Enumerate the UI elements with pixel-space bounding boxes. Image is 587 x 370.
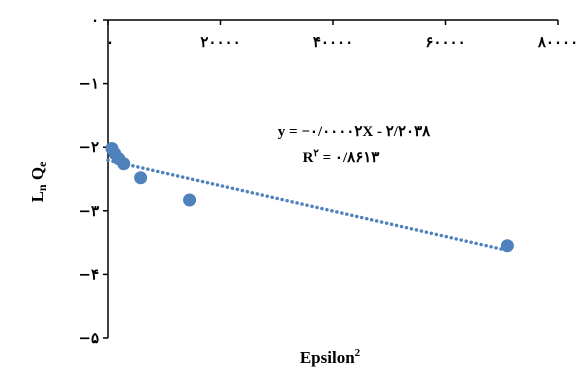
r-squared-r: R (303, 150, 314, 166)
y-axis-title: Ln Qe (28, 161, 49, 203)
axes (107, 19, 558, 338)
y-axis-title-n: n (35, 184, 49, 191)
r-squared-value: = ۰/۸۶۱۳ (319, 150, 380, 166)
y-axis-title-q: Q (28, 167, 47, 184)
y-ticks: ۰ −۱ −۲ −۳ −۴ −۵ (78, 11, 108, 347)
x-axis-title-superscript: 2 (355, 347, 361, 359)
y-tick-label: −۱ (78, 75, 99, 93)
trendline (106, 158, 510, 253)
y-tick-label: −۵ (78, 329, 99, 347)
data-point (183, 193, 197, 207)
y-tick-label: −۴ (78, 265, 99, 283)
y-tick-label: ۰ (91, 11, 99, 29)
data-point (500, 239, 514, 253)
y-axis-title-l: L (28, 191, 47, 202)
x-tick-label: ۲۰۰۰۰ (200, 33, 240, 51)
trendline-group (106, 158, 510, 253)
trendline-equation: y = −۰/۰۰۰۰۲X - ۲/۲۰۳۸ (278, 124, 431, 140)
data-points (105, 141, 514, 253)
x-tick-label: ۴۰۰۰۰ (313, 33, 353, 51)
x-tick-label: ۰ (106, 33, 114, 51)
x-tick-label: ۶۰۰۰۰ (425, 33, 465, 51)
x-ticks: ۰ ۲۰۰۰۰ ۴۰۰۰۰ ۶۰۰۰۰ ۸۰۰۰۰ (106, 20, 578, 51)
x-axis-title: Epsilon2 (300, 347, 361, 367)
x-axis-title-main: Epsilon (300, 348, 355, 367)
r-squared-superscript: ۲ (313, 148, 319, 159)
y-axis-title-e: e (35, 161, 49, 167)
y-tick-label: −۲ (78, 138, 99, 156)
x-tick-label: ۸۰۰۰۰ (537, 33, 578, 51)
r-squared-label: R۲ = ۰/۸۶۱۳ (303, 148, 380, 166)
data-point (117, 157, 131, 171)
data-point (134, 171, 148, 185)
y-tick-label: −۳ (78, 202, 99, 220)
